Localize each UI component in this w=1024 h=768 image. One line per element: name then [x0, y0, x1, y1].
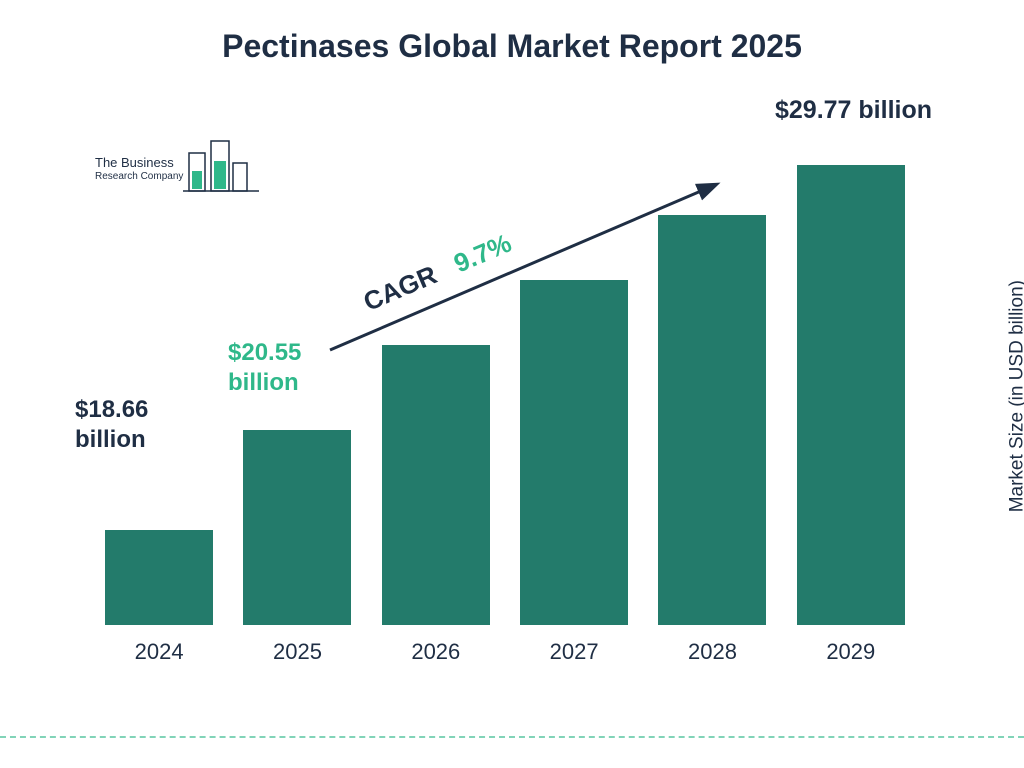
- value-label-2024: $18.66 billion: [75, 395, 148, 455]
- bar-2024: [105, 530, 213, 625]
- x-label-2027: 2027: [520, 639, 628, 665]
- x-label-2025: 2025: [243, 639, 351, 665]
- bottom-divider: [0, 736, 1024, 738]
- chart-area: 2024 2025 2026 2027 2028 2029: [80, 115, 930, 665]
- value-2024-line2: billion: [75, 425, 148, 455]
- bar-2029: [797, 165, 905, 625]
- bar-2025: [243, 430, 351, 625]
- x-label-2026: 2026: [382, 639, 490, 665]
- value-2024-line1: $18.66: [75, 395, 148, 425]
- y-axis-label: Market Size (in USD billion): [1006, 280, 1024, 512]
- value-2025-line2: billion: [228, 368, 301, 398]
- x-label-2028: 2028: [658, 639, 766, 665]
- value-label-2029: $29.77 billion: [775, 95, 932, 126]
- value-label-2025: $20.55 billion: [228, 338, 301, 398]
- x-label-2024: 2024: [105, 639, 213, 665]
- x-axis-labels: 2024 2025 2026 2027 2028 2029: [80, 639, 930, 665]
- bar-2026: [382, 345, 490, 625]
- value-2025-line1: $20.55: [228, 338, 301, 368]
- bars-container: [80, 115, 930, 625]
- x-label-2029: 2029: [797, 639, 905, 665]
- bar-2027: [520, 280, 628, 625]
- bar-2028: [658, 215, 766, 625]
- chart-title: Pectinases Global Market Report 2025: [0, 28, 1024, 65]
